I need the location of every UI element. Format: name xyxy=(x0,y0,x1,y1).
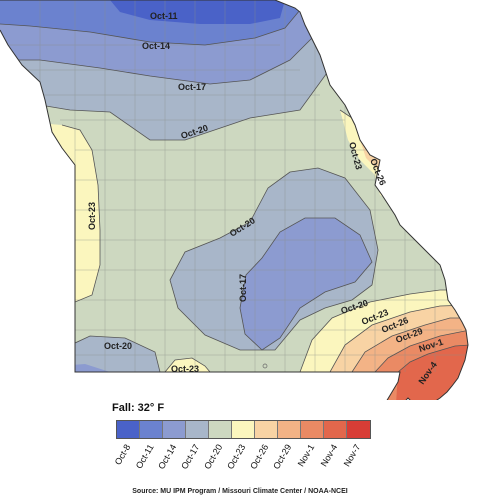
zone-nov4-southeast xyxy=(395,345,468,400)
legend-tick-label: Oct-14 xyxy=(155,442,178,471)
legend-swatch xyxy=(232,421,255,438)
legend-tick-label: Nov-1 xyxy=(295,442,316,469)
legend-tick-label: Oct-29 xyxy=(270,442,293,471)
frost-date-map: Oct-11 Oct-14 Oct-17 Oct-20 Oct-23 Oct-2… xyxy=(0,0,469,400)
label-oct17-central: Oct-17 xyxy=(238,274,248,302)
source-credit: Source: MU IPM Program / Missouri Climat… xyxy=(132,488,348,495)
legend-swatch xyxy=(117,421,140,438)
label-oct11-north: Oct-11 xyxy=(150,11,178,21)
label-oct20-southwest: Oct-20 xyxy=(104,341,132,351)
legend-tick-label: Oct-8 xyxy=(112,442,132,467)
zone-oct14-central xyxy=(240,218,372,350)
legend-swatch xyxy=(255,421,278,438)
legend-swatch xyxy=(209,421,232,438)
town-marker xyxy=(262,363,268,369)
legend-swatch xyxy=(163,421,186,438)
label-oct17-north: Oct-17 xyxy=(178,82,206,92)
legend-swatch xyxy=(347,421,370,438)
legend-tick-label: Oct-11 xyxy=(133,442,156,471)
legend-swatch xyxy=(186,421,209,438)
legend-tick-label: Oct-26 xyxy=(247,442,270,471)
legend-tick-label: Oct-17 xyxy=(178,442,201,471)
label-oct14-north: Oct-14 xyxy=(142,41,170,51)
legend-color-bar xyxy=(116,420,371,439)
zone-oct8-north xyxy=(110,0,285,24)
legend-title: Fall: 32° F xyxy=(112,402,165,414)
zone-oct23-south xyxy=(165,358,210,372)
legend-swatch xyxy=(324,421,347,438)
legend-tick-label: Nov-4 xyxy=(318,442,339,469)
label-oct23-west: Oct-23 xyxy=(87,202,97,230)
state-outline xyxy=(0,0,469,400)
legend-swatch xyxy=(301,421,324,438)
label-oct23-south: Oct-23 xyxy=(171,364,199,374)
legend-swatch xyxy=(278,421,301,438)
zone-oct23-west xyxy=(0,120,100,305)
legend-swatch xyxy=(140,421,163,438)
legend-tick-label: Oct-20 xyxy=(201,442,224,471)
legend-tick-label: Oct-23 xyxy=(224,442,247,471)
legend-tick-label: Nov-7 xyxy=(341,442,362,469)
